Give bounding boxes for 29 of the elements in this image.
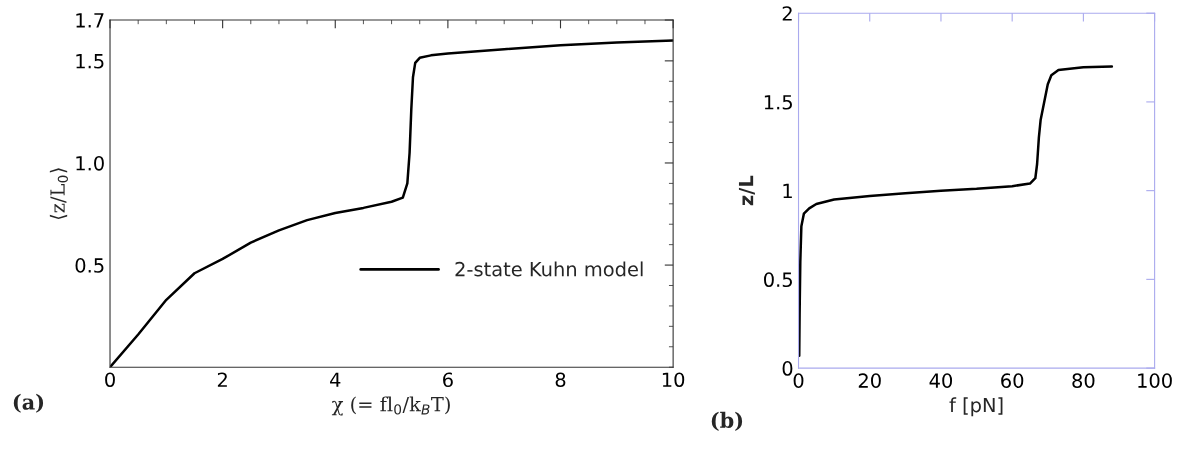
x-tick-label: 2 <box>217 372 227 387</box>
text: (b) <box>711 411 743 431</box>
x-tick-label: 4 <box>330 372 341 387</box>
y-axis-title: z/L <box>738 175 755 206</box>
y-tick-label: 2 <box>782 6 792 21</box>
y-tick-label: 1.7 <box>76 13 104 28</box>
x-tick-label: 0 <box>793 373 804 389</box>
x-tick-label: 8 <box>555 372 566 388</box>
y-tick-label: 1.5 <box>764 95 792 110</box>
y-tick-label: 1 <box>783 183 792 199</box>
legend-label: 2-state Kuhn model <box>455 261 643 277</box>
text: (a) <box>13 393 44 413</box>
x-axis-title: f [pN] <box>949 397 1003 417</box>
x-tick-label: 6 <box>443 372 453 388</box>
x-tick-label: 60 <box>1001 373 1024 389</box>
x-tick-label: 0 <box>105 372 115 388</box>
y-tick-label: 0.5 <box>75 258 104 273</box>
x-tick-label: 40 <box>929 373 953 389</box>
y-tick-label: 0 <box>782 361 793 376</box>
line-series <box>798 65 1114 357</box>
y-tick-label: 1.0 <box>76 155 104 171</box>
x-tick-label: 10 <box>662 372 685 388</box>
x-axis-title: χ (= fl$_{0}$/k$_{B}$T) <box>331 396 450 416</box>
y-tick-label: 0.5 <box>764 272 792 288</box>
y-tick-label: 1.5 <box>76 54 104 69</box>
x-tick-label: 20 <box>858 373 881 389</box>
y-axis-title: ⟨z/L$_{0}$⟩ <box>49 168 68 220</box>
x-tick-label: 80 <box>1072 373 1095 389</box>
x-tick-label: 100 <box>1138 373 1172 389</box>
